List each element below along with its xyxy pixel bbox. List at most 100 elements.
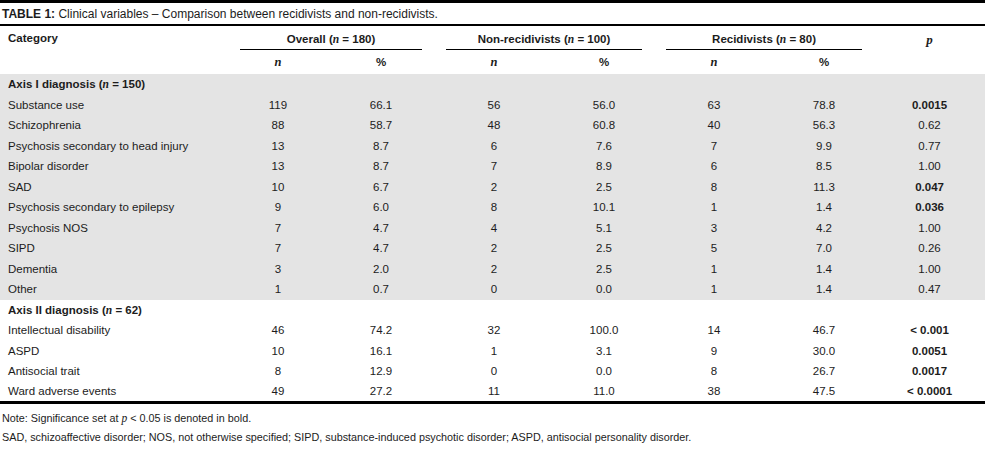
note-significance: Note: Significance set at p < 0.05 is de… — [2, 409, 983, 428]
value-cell: 56 — [434, 95, 554, 116]
value-cell: 7 — [228, 238, 328, 259]
table-row: Dementia32.022.511.41.00 — [0, 259, 985, 280]
row-category: Psychosis secondary to head injury — [0, 136, 228, 157]
value-cell: 4.7 — [328, 218, 434, 239]
table-row: Antisocial trait812.900.0826.70.0017 — [0, 361, 985, 382]
row-category: ASPD — [0, 341, 228, 362]
value-cell: 1.4 — [774, 259, 874, 280]
value-cell: 1.4 — [774, 279, 874, 300]
value-cell: 46 — [228, 320, 328, 341]
value-cell: 6 — [434, 136, 554, 157]
value-cell: 13 — [228, 156, 328, 177]
value-cell: 30.0 — [774, 341, 874, 362]
column-group-recidivists: Recidivists (n = 80) — [654, 26, 874, 50]
row-category: Psychosis NOS — [0, 218, 228, 239]
value-cell: 63 — [654, 95, 774, 116]
value-cell: 2.5 — [554, 177, 654, 198]
section-row: Axis II diagnosis (n = 62) — [0, 300, 985, 321]
section-header: Axis II diagnosis (n = 62) — [0, 300, 985, 321]
value-cell: 10 — [228, 177, 328, 198]
value-cell: 14 — [654, 320, 774, 341]
row-category: Antisocial trait — [0, 361, 228, 382]
table-row: Intellectual disability4674.232100.01446… — [0, 320, 985, 341]
value-cell: 6.7 — [328, 177, 434, 198]
table-row: SIPD74.722.557.00.26 — [0, 238, 985, 259]
value-cell: 9 — [228, 197, 328, 218]
value-cell: 1 — [228, 279, 328, 300]
value-cell: 8.7 — [328, 156, 434, 177]
row-category: Other — [0, 279, 228, 300]
value-cell: 2.5 — [554, 238, 654, 259]
value-cell: 66.1 — [328, 95, 434, 116]
p-value-cell: < 0.001 — [874, 320, 985, 341]
value-cell: 3 — [228, 259, 328, 280]
value-cell: 1 — [654, 259, 774, 280]
table-row: Substance use11966.15656.06378.80.0015 — [0, 95, 985, 116]
value-cell: 10 — [228, 341, 328, 362]
value-cell: 5 — [654, 238, 774, 259]
value-cell: 2.5 — [554, 259, 654, 280]
value-cell: 4 — [434, 218, 554, 239]
value-cell: 47.5 — [774, 382, 874, 403]
row-category: Bipolar disorder — [0, 156, 228, 177]
table-row: Other10.700.011.40.47 — [0, 279, 985, 300]
p-value-cell: 0.0017 — [874, 361, 985, 382]
value-cell: 56.0 — [554, 95, 654, 116]
value-cell: 8 — [228, 361, 328, 382]
value-cell: 7.0 — [774, 238, 874, 259]
value-cell: 56.3 — [774, 115, 874, 136]
subcolumn-recid-n: n — [654, 50, 774, 74]
value-cell: 49 — [228, 382, 328, 403]
table-row: Psychosis secondary to epilepsy96.0810.1… — [0, 197, 985, 218]
p-value-cell: 0.77 — [874, 136, 985, 157]
value-cell: 0.0 — [554, 361, 654, 382]
p-value-cell: 0.47 — [874, 279, 985, 300]
value-cell: 26.7 — [774, 361, 874, 382]
column-header-category: Category — [0, 26, 228, 74]
row-category: Schizophrenia — [0, 115, 228, 136]
value-cell: 4.2 — [774, 218, 874, 239]
value-cell: 88 — [228, 115, 328, 136]
p-value-cell: 0.047 — [874, 177, 985, 198]
value-cell: 8.7 — [328, 136, 434, 157]
value-cell: 9.9 — [774, 136, 874, 157]
subcolumn-overall-n: n — [228, 50, 328, 74]
group-header-row: Category Overall (n = 180) Non-recidivis… — [0, 26, 985, 50]
row-category: Dementia — [0, 259, 228, 280]
value-cell: 58.7 — [328, 115, 434, 136]
value-cell: 6 — [654, 156, 774, 177]
value-cell: 5.1 — [554, 218, 654, 239]
value-cell: 1 — [654, 279, 774, 300]
p-value-cell: 1.00 — [874, 259, 985, 280]
value-cell: 8 — [654, 177, 774, 198]
p-value-cell: < 0.0001 — [874, 382, 985, 403]
subcolumn-nonrecid-pct: % — [554, 50, 654, 74]
column-group-non-recidivists-label: Non-recidivists (n = 100) — [446, 33, 642, 50]
value-cell: 8 — [654, 361, 774, 382]
value-cell: 1 — [434, 341, 554, 362]
note-abbreviations: SAD, schizoaffective disorder; NOS, not … — [2, 428, 983, 447]
subcolumn-recid-pct: % — [774, 50, 874, 74]
p-value-cell: 0.0051 — [874, 341, 985, 362]
p-value-cell: 1.00 — [874, 218, 985, 239]
value-cell: 4.7 — [328, 238, 434, 259]
p-value-cell: 0.26 — [874, 238, 985, 259]
value-cell: 1 — [654, 197, 774, 218]
table-title: TABLE 1: Clinical variables – Comparison… — [0, 0, 985, 26]
value-cell: 11.0 — [554, 382, 654, 403]
value-cell: 46.7 — [774, 320, 874, 341]
value-cell: 3.1 — [554, 341, 654, 362]
clinical-variables-table: Category Overall (n = 180) Non-recidivis… — [0, 26, 985, 404]
value-cell: 0 — [434, 279, 554, 300]
value-cell: 0.7 — [328, 279, 434, 300]
row-category: Ward adverse events — [0, 382, 228, 403]
value-cell: 38 — [654, 382, 774, 403]
value-cell: 2 — [434, 238, 554, 259]
value-cell: 27.2 — [328, 382, 434, 403]
column-group-overall-label: Overall (n = 180) — [240, 33, 422, 50]
subcolumn-nonrecid-n: n — [434, 50, 554, 74]
value-cell: 7 — [228, 218, 328, 239]
table-row: ASPD1016.113.1930.00.0051 — [0, 341, 985, 362]
value-cell: 16.1 — [328, 341, 434, 362]
value-cell: 11.3 — [774, 177, 874, 198]
